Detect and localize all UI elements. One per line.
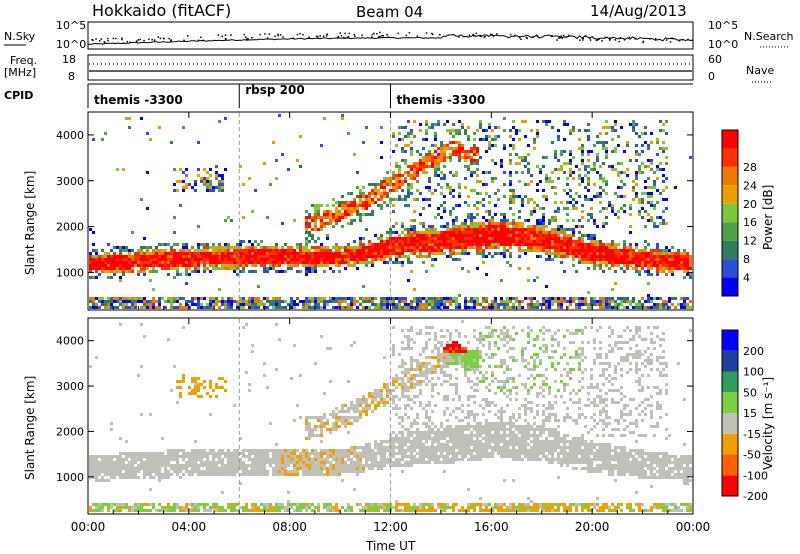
n-search-tick-top: 10^5 [708, 19, 738, 32]
n-sky-trace [87, 33, 693, 45]
counts-panel: N.Sky 10^5 10^0 10^5 10^0 N.Search [4, 19, 794, 51]
colorbar-tick-label: -15 [743, 428, 761, 441]
colorbar-tick-label: 24 [743, 179, 757, 192]
freq-label: Freq. [10, 54, 37, 67]
n-sky-tick-top: 10^5 [56, 19, 86, 32]
n-sky-tick-bottom: 10^0 [56, 38, 86, 51]
nave-label: Nave [746, 64, 774, 77]
y-tick-label: 1000 [56, 266, 84, 279]
x-axis: 00:00 04:00 08:00 12:00 16:00 20:00 00:00 [71, 112, 711, 534]
n-search-label: N.Search [744, 30, 794, 43]
y-tick-label: 4000 [56, 129, 84, 142]
power-ylabel: Slant Range [km] [23, 171, 37, 275]
cpid-mode-label: rbsp 200 [245, 83, 304, 97]
power-colorbar: 4 8 12 16 20 24 28 [721, 129, 757, 297]
beam-title: Beam 04 [356, 3, 423, 21]
y-tick-label: 2000 [56, 221, 84, 234]
velocity-colorbar: 200 100 50 15 -15 -50 -100 -200 [721, 329, 768, 503]
power-panel: 1000 2000 3000 4000 Slant Range [km] 4 8 12 16… [23, 111, 775, 311]
cpid-mode-label: themis -3300 [94, 93, 183, 107]
n-search-tick-bottom: 10^0 [708, 38, 738, 51]
colorbar-tick-label: 4 [743, 272, 750, 285]
y-tick-label: 4000 [56, 335, 84, 348]
velocity-colorbar-label: Velocity [m s⁻¹] [761, 377, 775, 470]
y-tick-label: 3000 [56, 175, 84, 188]
y-tick-label: 2000 [56, 425, 84, 438]
y-tick-label: 3000 [56, 380, 84, 393]
colorbar-tick-label: 20 [743, 198, 757, 211]
x-tick-label: 08:00 [272, 520, 307, 534]
nave-tick-bottom: 0 [708, 70, 715, 83]
station-title: Hokkaido (fitACF) [92, 1, 231, 20]
cpid-mode-label: themis -3300 [397, 93, 486, 107]
x-tick-label: 12:00 [373, 520, 408, 534]
colorbar-tick-label: 12 [743, 235, 757, 248]
x-tick-label: 04:00 [172, 520, 207, 534]
x-axis-title: Time UT [365, 539, 416, 553]
frequency-panel: Freq. [MHz] 18 8 60 0 Nave [4, 53, 774, 83]
colorbar-tick-label: 15 [743, 407, 757, 420]
colorbar-tick-label: 200 [743, 345, 764, 358]
colorbar-tick-label: 100 [743, 366, 764, 379]
freq-tick-bottom: 8 [68, 70, 75, 83]
x-tick-label: 00:00 [71, 520, 106, 534]
colorbar-tick-label: -200 [743, 490, 768, 503]
x-tick-label: 00:00 [676, 520, 711, 534]
freq-unit-label: [MHz] [4, 66, 36, 79]
velocity-panel: 1000 2000 3000 4000 Slant Range [km] 200 100… [23, 317, 775, 515]
n-sky-label: N.Sky [4, 30, 36, 43]
x-tick-label: 20:00 [575, 520, 610, 534]
velocity-ylabel: Slant Range [km] [23, 376, 37, 480]
n-search-trace [91, 31, 694, 44]
cpid-panel: CPID themis -3300 rbsp 200 themis -3300 [4, 83, 693, 108]
power-colorbar-label: Power [dB] [761, 185, 775, 250]
date-title: 14/Aug/2013 [590, 2, 687, 20]
colorbar-tick-label: 50 [743, 386, 757, 399]
colorbar-tick-label: 28 [743, 161, 757, 174]
y-tick-label: 1000 [56, 471, 84, 484]
freq-tick-top: 18 [62, 53, 76, 66]
nave-tick-top: 60 [708, 53, 722, 66]
cpid-label: CPID [4, 89, 33, 102]
colorbar-tick-label: -100 [743, 469, 768, 482]
colorbar-tick-label: 8 [743, 253, 750, 266]
colorbar-tick-label: 16 [743, 216, 757, 229]
colorbar-tick-label: -50 [743, 449, 761, 462]
x-tick-label: 16:00 [474, 520, 509, 534]
